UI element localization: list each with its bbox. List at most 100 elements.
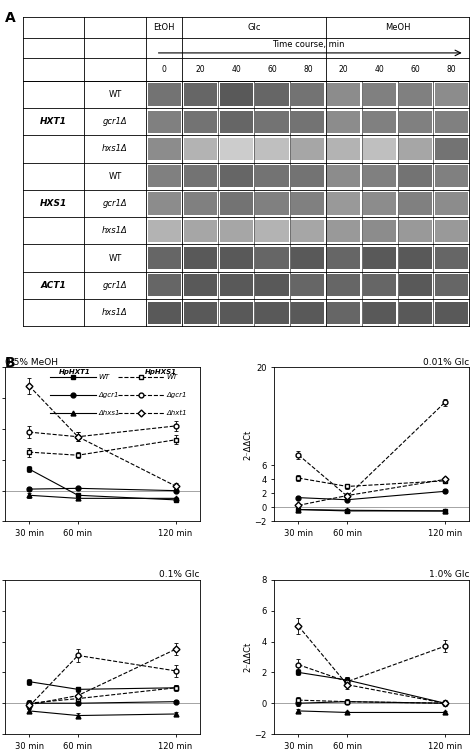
FancyBboxPatch shape xyxy=(255,111,289,133)
FancyBboxPatch shape xyxy=(292,138,324,160)
FancyBboxPatch shape xyxy=(292,111,324,133)
Text: MeOH: MeOH xyxy=(385,23,410,32)
Text: 40: 40 xyxy=(231,65,241,74)
FancyBboxPatch shape xyxy=(399,219,432,242)
FancyBboxPatch shape xyxy=(255,302,289,324)
FancyBboxPatch shape xyxy=(255,83,289,106)
FancyBboxPatch shape xyxy=(292,166,324,187)
FancyBboxPatch shape xyxy=(327,274,360,297)
FancyBboxPatch shape xyxy=(435,219,468,242)
FancyBboxPatch shape xyxy=(435,247,468,269)
Text: HpHXS1: HpHXS1 xyxy=(145,369,177,375)
FancyBboxPatch shape xyxy=(184,302,217,324)
Text: WT: WT xyxy=(109,254,122,263)
FancyBboxPatch shape xyxy=(399,302,432,324)
Text: 60: 60 xyxy=(410,65,420,74)
FancyBboxPatch shape xyxy=(327,247,360,269)
FancyBboxPatch shape xyxy=(148,192,181,215)
FancyBboxPatch shape xyxy=(148,111,181,133)
Text: 80: 80 xyxy=(447,65,456,74)
FancyBboxPatch shape xyxy=(435,302,468,324)
FancyBboxPatch shape xyxy=(255,274,289,297)
FancyBboxPatch shape xyxy=(327,111,360,133)
Text: gcr1Δ: gcr1Δ xyxy=(103,118,128,127)
FancyBboxPatch shape xyxy=(219,166,253,187)
FancyBboxPatch shape xyxy=(435,166,468,187)
FancyBboxPatch shape xyxy=(327,83,360,106)
Text: ACT1: ACT1 xyxy=(41,281,66,290)
Text: HpHXT1: HpHXT1 xyxy=(59,369,91,375)
Text: 0: 0 xyxy=(162,65,167,74)
FancyBboxPatch shape xyxy=(435,138,468,160)
FancyBboxPatch shape xyxy=(219,219,253,242)
Text: hxs1Δ: hxs1Δ xyxy=(102,145,128,154)
FancyBboxPatch shape xyxy=(148,138,181,160)
FancyBboxPatch shape xyxy=(219,138,253,160)
Text: 80: 80 xyxy=(303,65,313,74)
Text: Δgcr1: Δgcr1 xyxy=(167,392,187,398)
FancyBboxPatch shape xyxy=(292,192,324,215)
FancyBboxPatch shape xyxy=(184,274,217,297)
FancyBboxPatch shape xyxy=(255,138,289,160)
FancyBboxPatch shape xyxy=(399,274,432,297)
Text: 20: 20 xyxy=(195,65,205,74)
Text: WT: WT xyxy=(109,172,122,181)
FancyBboxPatch shape xyxy=(292,274,324,297)
FancyBboxPatch shape xyxy=(184,247,217,269)
FancyBboxPatch shape xyxy=(363,166,396,187)
FancyBboxPatch shape xyxy=(292,247,324,269)
FancyBboxPatch shape xyxy=(292,302,324,324)
FancyBboxPatch shape xyxy=(184,138,217,160)
FancyBboxPatch shape xyxy=(219,274,253,297)
FancyBboxPatch shape xyxy=(148,83,181,106)
Text: EtOH: EtOH xyxy=(154,23,175,32)
FancyBboxPatch shape xyxy=(219,192,253,215)
Text: Δhxt1: Δhxt1 xyxy=(167,410,187,416)
FancyBboxPatch shape xyxy=(363,302,396,324)
FancyBboxPatch shape xyxy=(148,166,181,187)
FancyBboxPatch shape xyxy=(184,219,217,242)
FancyBboxPatch shape xyxy=(399,111,432,133)
Text: gcr1Δ: gcr1Δ xyxy=(103,199,128,208)
FancyBboxPatch shape xyxy=(399,138,432,160)
Text: WT: WT xyxy=(167,374,178,380)
FancyBboxPatch shape xyxy=(219,302,253,324)
FancyBboxPatch shape xyxy=(363,111,396,133)
FancyBboxPatch shape xyxy=(363,274,396,297)
FancyBboxPatch shape xyxy=(219,111,253,133)
Text: 0.1% Glc: 0.1% Glc xyxy=(159,570,200,579)
FancyBboxPatch shape xyxy=(363,192,396,215)
FancyBboxPatch shape xyxy=(435,192,468,215)
FancyBboxPatch shape xyxy=(184,111,217,133)
FancyBboxPatch shape xyxy=(327,219,360,242)
FancyBboxPatch shape xyxy=(435,83,468,106)
Text: WT: WT xyxy=(109,90,122,99)
Text: WT: WT xyxy=(99,374,109,380)
Text: HXS1: HXS1 xyxy=(40,199,67,208)
FancyBboxPatch shape xyxy=(219,247,253,269)
Text: hxs1Δ: hxs1Δ xyxy=(102,226,128,235)
Text: gcr1Δ: gcr1Δ xyxy=(103,281,128,290)
FancyBboxPatch shape xyxy=(255,219,289,242)
FancyBboxPatch shape xyxy=(255,166,289,187)
Text: Time course, min: Time course, min xyxy=(272,40,344,49)
Y-axis label: 2⁻ΔΔCt: 2⁻ΔΔCt xyxy=(244,429,253,460)
FancyBboxPatch shape xyxy=(184,166,217,187)
FancyBboxPatch shape xyxy=(327,166,360,187)
FancyBboxPatch shape xyxy=(399,247,432,269)
Text: Glc: Glc xyxy=(247,23,261,32)
Text: A: A xyxy=(5,10,16,25)
FancyBboxPatch shape xyxy=(255,192,289,215)
FancyBboxPatch shape xyxy=(399,192,432,215)
FancyBboxPatch shape xyxy=(363,138,396,160)
FancyBboxPatch shape xyxy=(184,83,217,106)
Text: 20: 20 xyxy=(339,65,348,74)
Text: 60: 60 xyxy=(267,65,277,74)
FancyBboxPatch shape xyxy=(327,302,360,324)
Text: 40: 40 xyxy=(375,65,384,74)
Text: hxs1Δ: hxs1Δ xyxy=(102,308,128,317)
Text: 0.01% Glc: 0.01% Glc xyxy=(423,357,469,366)
FancyBboxPatch shape xyxy=(148,247,181,269)
Y-axis label: 2⁻ΔΔCt: 2⁻ΔΔCt xyxy=(244,642,253,672)
FancyBboxPatch shape xyxy=(435,274,468,297)
